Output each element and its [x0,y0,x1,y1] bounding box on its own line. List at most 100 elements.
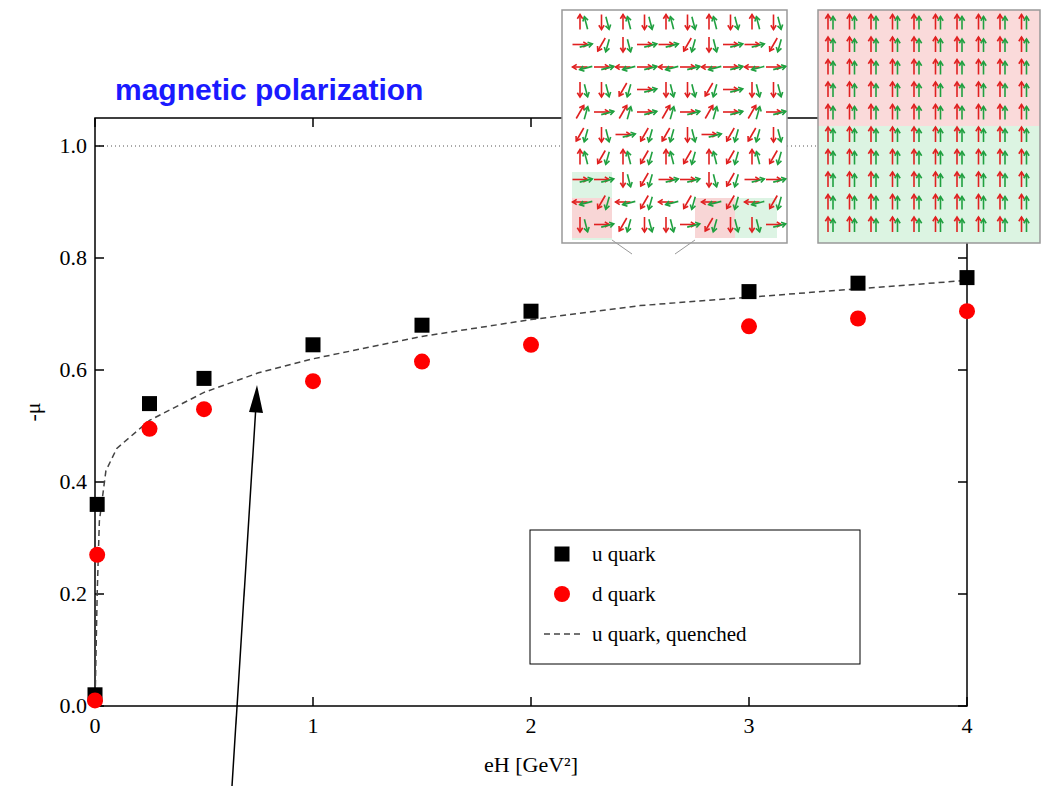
spin-arrow-head [577,15,582,19]
spin-arrow-head [825,37,830,41]
y-tick-label: 0.8 [60,245,88,270]
spin-arrow-head [738,65,743,70]
spin-arrow-head [916,174,921,178]
spin-arrow-head [622,106,627,111]
legend-label: u quark [592,542,656,566]
spin-arrow-head [911,217,916,221]
spin-arrow-head [751,106,756,111]
spin-arrow-head [1002,197,1007,201]
spin-arrow-head [776,159,781,164]
spin-arrow-head [647,182,652,187]
spin-arrow-head [620,48,625,52]
inset-region [735,198,777,238]
spin-arrow-head [669,152,674,157]
spin-arrow-head [776,47,781,52]
spin-arrow-head [981,197,986,201]
spin-arrow-head [776,204,781,209]
spin-arrow-head [890,217,895,221]
spin-arrow-head [756,227,761,232]
spin-arrow-head [847,195,852,199]
spin-arrow-head [760,177,765,182]
spin-arrow-head [642,25,647,29]
spin-arrow-head [981,84,986,88]
spin-arrow-head [938,17,943,21]
spin-arrow-head [868,15,873,19]
spin-arrow-head [847,150,852,154]
spin-arrow-head [825,127,830,131]
y-tick [958,705,967,707]
spin-arrow-head [771,93,776,97]
spin-arrow-head [734,227,739,232]
data-point [524,304,539,319]
data-point [87,692,103,708]
spin-arrow-head [873,107,878,111]
spin-arrow-head [648,25,653,30]
spin-arrow-head [954,195,959,199]
data-point [851,276,866,291]
spin-arrow-head [619,91,624,96]
spin-arrow-head [777,137,782,142]
inset-region [818,10,1040,126]
spin-arrow-head [997,15,1002,19]
spin-arrow-head [933,60,938,64]
spin-arrow-head [895,62,900,66]
spin-arrow-head [981,174,986,178]
spin-arrow-head [706,150,711,154]
spin-arrow-head [728,25,733,29]
x-tick [94,118,96,127]
spin-arrow-head [852,219,857,223]
spin-arrow-head [733,204,738,209]
spin-arrow-head [825,105,830,109]
spin-arrow-head [916,152,921,156]
spin-arrow-head [1019,127,1024,131]
spin-arrow-head [847,60,852,64]
spin-arrow-head [830,62,835,66]
spin-arrow [662,106,670,119]
spin-arrow-head [584,107,589,112]
spin-arrow-head [873,219,878,223]
y-axis-title: -μ [20,402,45,421]
spin-arrow-head [1019,195,1024,199]
spin-arrow-head [652,110,657,115]
spin-arrow-head [733,182,738,187]
spin-arrow-head [868,195,873,199]
spin-arrow-head [712,227,717,232]
spin-arrow-head [997,150,1002,154]
spin-arrow-head [577,93,582,97]
markers [87,270,975,708]
spin-arrow-head [976,150,981,154]
spin-arrow-head [609,110,614,115]
spin-arrow-head [588,177,593,182]
data-point [960,270,975,285]
y-tick [95,481,104,483]
spin-arrow-head [584,227,589,232]
spin-arrow-head [685,138,690,142]
spin-arrow-head [954,172,959,176]
spin-arrow-head [728,228,733,232]
spin-arrow-head [954,105,959,109]
spin-arrow-head [997,60,1002,64]
y-tick-label: 0.4 [60,469,88,494]
inset-frame [818,10,1040,243]
spin-arrow-head [847,217,852,221]
data-point [196,401,212,417]
spin-arrow-head [981,39,986,43]
spin-arrow-head [933,37,938,41]
spin-arrow-head [976,195,981,199]
spin-arrow-head [830,219,835,223]
inset-pointer [675,240,695,254]
spin-arrow-head [695,177,700,182]
spin-arrow-head [599,93,604,97]
legend-swatch [554,586,570,602]
spin-arrow-head [997,37,1002,41]
spin-arrow-head [1002,62,1007,66]
spin-arrow-head [911,172,916,176]
spin-arrow-head [825,60,830,64]
spin-arrow-head [981,62,986,66]
spin-arrow-head [890,127,895,131]
x-tick-label: 1 [308,713,319,738]
spin-arrow-head [706,183,711,187]
spin-arrow-head [1019,105,1024,109]
spin-arrow-head [647,159,652,164]
spin-arrow-head [997,172,1002,176]
